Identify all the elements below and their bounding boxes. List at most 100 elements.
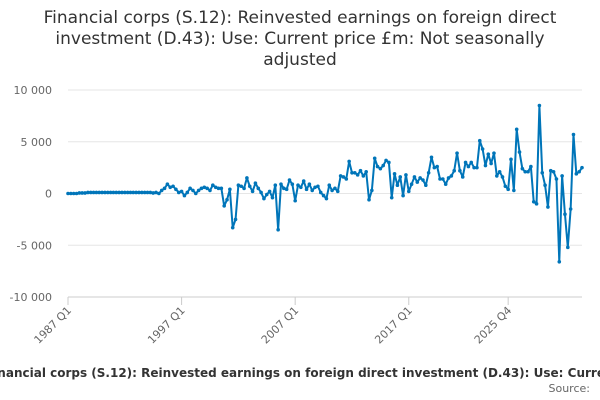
data-point[interactable] [74, 191, 79, 196]
data-point[interactable] [287, 178, 292, 182]
data-point[interactable] [560, 174, 564, 178]
data-point[interactable] [284, 187, 289, 192]
data-point[interactable] [154, 190, 158, 195]
data-point[interactable] [307, 182, 312, 186]
data-point[interactable] [267, 189, 272, 194]
data-point[interactable] [145, 190, 150, 195]
data-point[interactable] [372, 156, 377, 161]
data-point[interactable] [557, 260, 562, 264]
data-point[interactable] [216, 186, 221, 191]
data-point[interactable] [387, 160, 391, 165]
data-point[interactable] [509, 157, 513, 162]
credits[interactable]: Source: [548, 382, 591, 395]
data-point[interactable] [529, 164, 533, 169]
data-point[interactable] [77, 191, 82, 195]
data-point[interactable] [324, 196, 329, 201]
data-point[interactable] [435, 164, 439, 169]
data-point[interactable] [375, 164, 380, 169]
data-point[interactable] [531, 199, 536, 204]
data-point[interactable] [480, 147, 485, 151]
data-point[interactable] [245, 176, 249, 180]
data-point[interactable] [406, 189, 411, 194]
data-point[interactable] [117, 190, 121, 195]
data-point[interactable] [571, 132, 576, 137]
data-point[interactable] [282, 186, 286, 191]
data-point[interactable] [537, 103, 542, 108]
data-point[interactable] [111, 190, 116, 195]
data-point[interactable] [389, 195, 394, 200]
data-point[interactable] [253, 181, 258, 185]
data-point[interactable] [353, 171, 357, 175]
data-point[interactable] [404, 173, 408, 177]
data-point[interactable] [165, 182, 170, 186]
data-point[interactable] [196, 188, 201, 193]
data-point[interactable] [125, 190, 130, 195]
data-point[interactable] [370, 188, 374, 193]
data-point[interactable] [543, 183, 547, 188]
data-point[interactable] [577, 169, 581, 174]
data-point[interactable] [208, 188, 212, 193]
data-point[interactable] [222, 204, 226, 208]
data-point[interactable] [381, 163, 386, 168]
data-point[interactable] [276, 227, 280, 232]
data-point[interactable] [512, 188, 516, 193]
data-point[interactable] [310, 188, 315, 193]
data-point[interactable] [193, 191, 198, 196]
legend-item-label[interactable]: Financial corps (S.12): Reinvested earni… [0, 366, 600, 380]
data-point[interactable] [131, 190, 136, 195]
data-point[interactable] [458, 168, 462, 173]
data-point[interactable] [191, 188, 195, 193]
data-point[interactable] [120, 190, 124, 195]
data-point[interactable] [159, 188, 164, 193]
data-point[interactable] [392, 172, 397, 176]
data-point[interactable] [486, 152, 491, 156]
data-point[interactable] [250, 189, 255, 194]
data-point[interactable] [103, 190, 107, 195]
data-point[interactable] [358, 168, 363, 173]
data-point[interactable] [540, 171, 545, 175]
data-point[interactable] [114, 190, 119, 195]
data-point[interactable] [142, 190, 147, 195]
data-point[interactable] [157, 191, 161, 196]
data-point[interactable] [580, 165, 584, 170]
data-point[interactable] [497, 169, 502, 174]
data-point[interactable] [270, 195, 275, 200]
data-point[interactable] [548, 168, 553, 173]
data-point[interactable] [554, 177, 559, 181]
data-point[interactable] [395, 183, 400, 188]
data-point[interactable] [523, 169, 527, 174]
data-point[interactable] [452, 168, 457, 173]
data-point[interactable] [318, 190, 323, 195]
data-point[interactable] [429, 155, 434, 160]
data-point[interactable] [176, 190, 181, 195]
data-point[interactable] [432, 165, 437, 170]
data-point[interactable] [477, 138, 482, 143]
data-point[interactable] [441, 177, 445, 181]
data-point[interactable] [367, 197, 371, 202]
data-point[interactable] [574, 172, 579, 176]
data-point[interactable] [443, 182, 448, 186]
data-point[interactable] [338, 174, 343, 178]
data-point[interactable] [236, 183, 241, 188]
data-point[interactable] [316, 184, 320, 189]
data-point[interactable] [148, 190, 153, 195]
data-point[interactable] [506, 187, 510, 192]
data-point[interactable] [483, 163, 488, 168]
data-point[interactable] [520, 166, 525, 171]
data-point[interactable] [514, 127, 519, 132]
data-point[interactable] [108, 190, 113, 195]
data-point[interactable] [105, 190, 110, 195]
data-point[interactable] [421, 178, 425, 182]
data-point[interactable] [492, 151, 496, 155]
data-point[interactable] [330, 188, 334, 193]
data-point[interactable] [179, 189, 184, 194]
data-point[interactable] [350, 171, 354, 175]
data-point[interactable] [449, 174, 454, 178]
data-point[interactable] [418, 176, 422, 180]
data-point[interactable] [259, 190, 263, 195]
data-point[interactable] [83, 191, 87, 195]
data-point[interactable] [568, 207, 573, 211]
data-point[interactable] [415, 180, 420, 184]
data-point[interactable] [233, 217, 238, 222]
data-point[interactable] [475, 165, 479, 170]
